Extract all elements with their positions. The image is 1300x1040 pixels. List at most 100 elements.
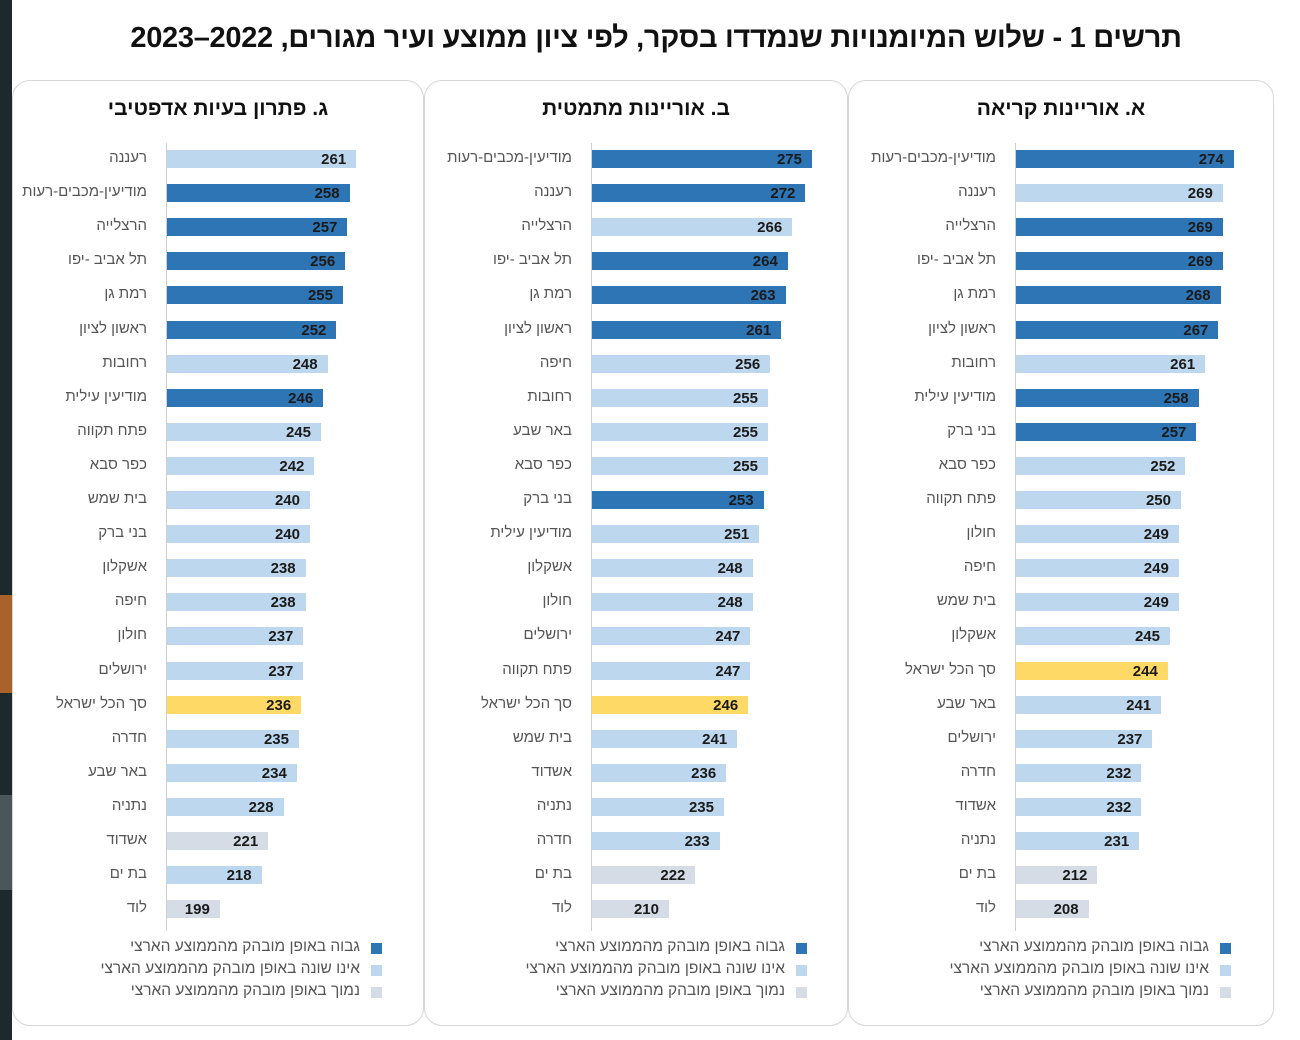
bar-value-label: 263 (750, 287, 776, 305)
category-label: ירושלים (98, 660, 147, 678)
category-label: נתניה (960, 831, 996, 848)
bar-value-label: 255 (732, 423, 758, 441)
category-label: רמת גן (529, 285, 572, 303)
bar-row: רעננה 269 (849, 181, 1273, 205)
bar (167, 388, 324, 407)
bar-value-label: 256 (735, 355, 761, 373)
category-label: נתניה (111, 796, 147, 814)
bar (592, 525, 760, 544)
bar (1016, 252, 1223, 271)
bar-value-label: 257 (1161, 423, 1187, 441)
bar-row: תל אביב -יפו 256 (13, 249, 423, 273)
category-label: באר שבע (937, 694, 996, 712)
bar-row: כפר סבא 255 (425, 454, 847, 478)
category-label: ראשון לציון (79, 319, 147, 337)
bar-row: חולון 237 (13, 624, 423, 648)
category-label: בת ים (109, 865, 147, 883)
bar (1016, 456, 1186, 475)
category-label: רחובות (527, 387, 572, 405)
category-label: אשדוד (531, 762, 572, 780)
legend-label: גבוה באופן מובהק מהממוצע הארצי (979, 938, 1209, 955)
category-label: הרצלייה (945, 217, 996, 235)
category-label: רעננה (109, 149, 147, 166)
bar (167, 320, 337, 339)
bar-row: תל אביב -יפו 269 (849, 249, 1273, 273)
bar (1016, 797, 1142, 816)
background-app-strip (0, 0, 12, 1040)
bar-row: אשדוד 236 (425, 761, 847, 785)
bar (592, 354, 771, 373)
bar-row: אשדוד 221 (13, 829, 423, 853)
chart-panel: א. אוריינות קריאה מודיעין-מכבים-רעות 274 רע… (848, 80, 1274, 1026)
bar-row: מודיעין עילית 251 (425, 522, 847, 546)
category-label: תל אביב -יפו (493, 251, 572, 269)
bar-row: פתח תקווה 245 (13, 420, 423, 444)
legend-label: נמוך באופן מובהק מהממוצע הארצי (555, 982, 785, 999)
bar-value-label: 241 (1126, 696, 1152, 714)
category-label: פתח תקווה (502, 660, 572, 678)
legend-label: גבוה באופן מובהק מהממוצע הארצי (130, 938, 360, 955)
category-label: חדרה (536, 831, 572, 848)
bar (1016, 763, 1142, 782)
bar-value-label: 237 (268, 628, 294, 646)
bar-value-label: 246 (288, 389, 314, 407)
category-label: הרצלייה (521, 217, 572, 235)
bar-row: ירושלים 247 (425, 624, 847, 648)
bar (167, 456, 315, 475)
bar (167, 627, 304, 646)
bar-value-label: 249 (1143, 526, 1169, 544)
bar-value-label: 257 (312, 219, 338, 237)
bar-row: רמת גן 268 (849, 283, 1273, 307)
bar (592, 388, 768, 407)
category-label: ירושלים (523, 626, 572, 644)
bar-row: אשקלון 238 (13, 556, 423, 580)
category-label: מודיעין עילית (65, 387, 147, 405)
bar-value-label: 267 (1183, 321, 1209, 339)
bar (1016, 900, 1089, 919)
bar-row: בית שמש 249 (849, 590, 1273, 614)
bar-row: הרצלייה 269 (849, 215, 1273, 239)
bar-row: חיפה 238 (13, 590, 423, 614)
bar (1016, 559, 1179, 578)
category-label: רעננה (534, 183, 572, 201)
bar-row: באר שבע 241 (849, 693, 1273, 717)
category-label: סך הכל ישראל (56, 694, 147, 712)
bar-value-label: 235 (263, 730, 289, 748)
category-label: נתניה (536, 796, 572, 814)
bar-row: אשדוד 232 (849, 795, 1273, 819)
bar (1016, 491, 1181, 509)
legend-label: אינו שונה באופן מובהק מהממוצע הארצי (100, 960, 360, 977)
category-label: רחובות (951, 353, 996, 371)
bar (592, 184, 806, 203)
bar-row: בית שמש 240 (13, 488, 423, 512)
legend-swatch (796, 965, 807, 976)
category-label: פתח תקווה (77, 421, 147, 439)
bar (167, 900, 220, 919)
bar-value-label: 212 (1062, 867, 1088, 885)
bar (1016, 627, 1170, 646)
bar-value-label: 241 (702, 730, 728, 748)
bar-row: ראשון לציון 261 (425, 318, 847, 342)
bar (1016, 866, 1098, 885)
bar-value-label: 251 (724, 526, 750, 544)
bar-value-label: 269 (1187, 219, 1213, 237)
bar-value-label: 234 (261, 764, 287, 782)
bar-value-label: 247 (715, 662, 741, 680)
bar-row: חיפה 249 (849, 556, 1273, 580)
bar (592, 320, 782, 339)
bar (1016, 218, 1223, 237)
bar-row: חולון 249 (849, 522, 1273, 546)
background-strip-segment (0, 795, 12, 890)
legend-swatch (1220, 987, 1231, 998)
bar-row: סך הכל ישראל 236 (13, 693, 423, 717)
bar-row: ירושלים 237 (13, 659, 423, 683)
bar-row: חדרה 233 (425, 829, 847, 853)
bar (1016, 320, 1219, 339)
bar (592, 729, 738, 748)
category-label: הרצלייה (96, 217, 147, 235)
bar-value-label: 252 (1150, 457, 1176, 475)
bar (167, 422, 321, 441)
bar (1016, 695, 1162, 714)
bar-value-label: 253 (728, 492, 754, 509)
category-label: רמת גן (104, 285, 147, 303)
